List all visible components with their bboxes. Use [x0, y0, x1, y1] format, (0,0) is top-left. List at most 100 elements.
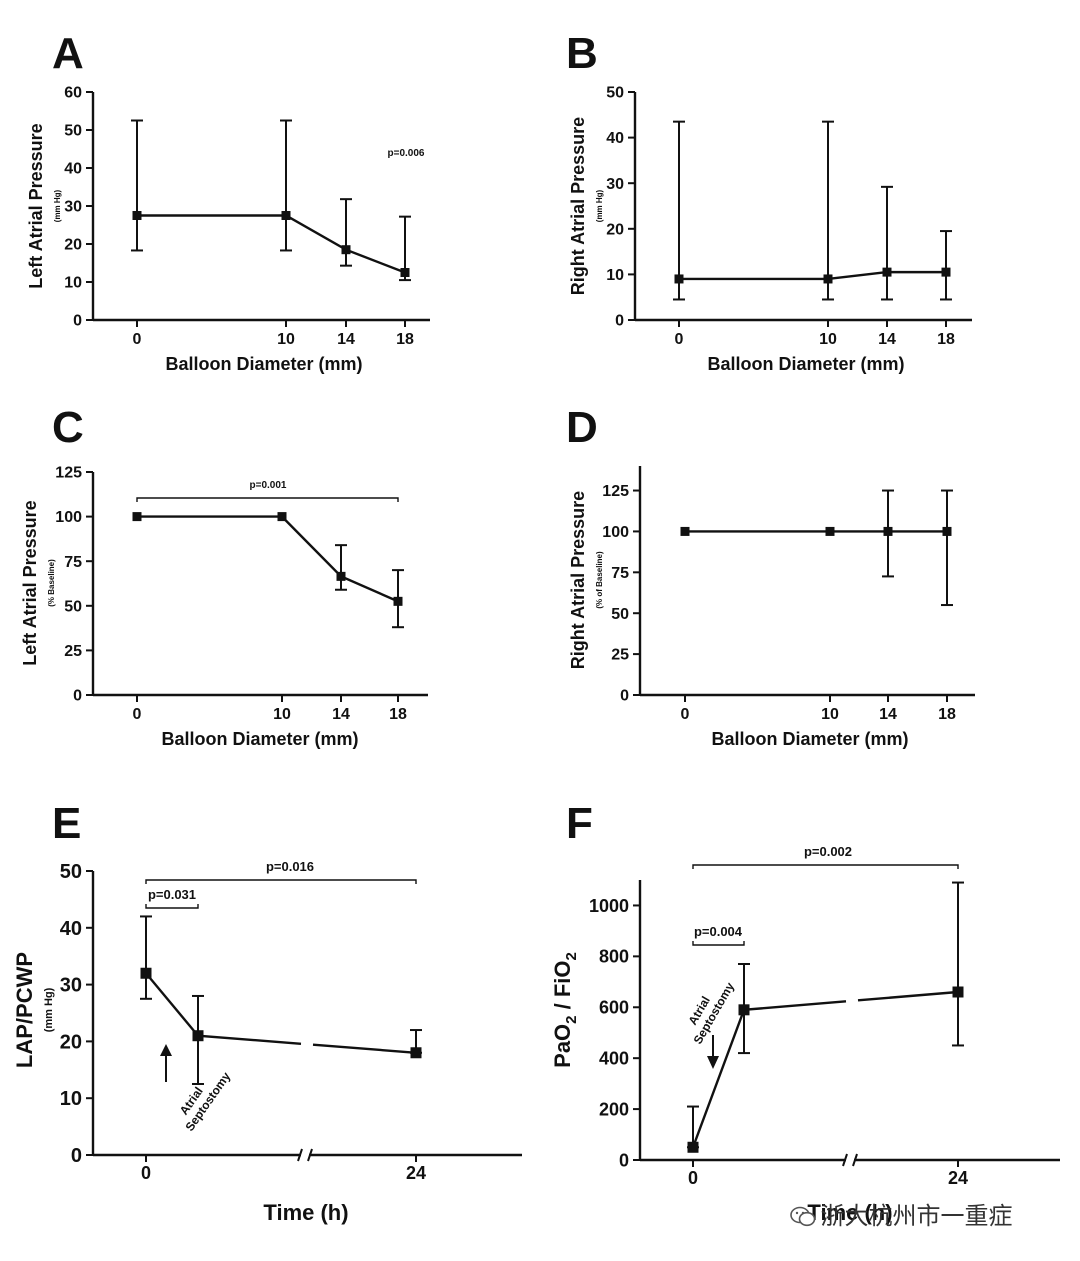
watermark-text: 浙大杭州市一重症 [820, 1202, 1013, 1230]
watermark: 浙大杭州市一重症 [790, 1196, 1012, 1231]
y-tick-label: 600 [599, 998, 629, 1018]
y-tick-label: 125 [602, 483, 629, 500]
y-axis-unit: (mm Hg) [43, 987, 55, 1032]
y-tick-label: 100 [602, 524, 629, 541]
x-axis-label: Time (h) [807, 1200, 892, 1225]
x-tick-label: 18 [938, 706, 956, 723]
y-axis-label: Right Atrial Pressure [568, 491, 588, 669]
x-tick-label: 0 [675, 331, 684, 348]
y-tick-label: 50 [64, 598, 82, 615]
y-tick-label: 0 [71, 1145, 82, 1167]
y-tick-label: 25 [64, 643, 82, 660]
x-tick-label: 18 [396, 331, 414, 348]
series-line [137, 515, 399, 603]
data-point [687, 1141, 699, 1153]
y-tick-label: 50 [64, 123, 82, 140]
data-point [823, 274, 833, 284]
data-point [192, 1030, 204, 1042]
panel-a: A 0 10 20 30 40 50 60 0 10 14 18 Balloon Diameter (m… [26, 29, 430, 374]
axis-break-mark [307, 1148, 313, 1162]
x-tick-label: 14 [337, 331, 355, 348]
y-tick-label: 100 [55, 509, 82, 526]
panel-c: C 0 25 50 75 100 125 0 10 14 18 Balloon Diameter (m… [20, 403, 428, 749]
p-value-label: p=0.002 [804, 844, 852, 859]
y-tick-label: 10 [606, 267, 624, 284]
x-tick-label: 10 [821, 706, 839, 723]
y-tick-label: 0 [73, 313, 82, 330]
y-tick-label: 50 [60, 861, 82, 883]
data-point [941, 267, 951, 277]
arrow-label: AtrialSeptostomy [678, 973, 737, 1047]
x-tick-label: 24 [406, 1163, 426, 1183]
y-axis-label: PaO2 / FiO2 [550, 952, 580, 1068]
x-tick-label: 18 [937, 331, 955, 348]
y-tick-label: 75 [611, 565, 629, 582]
data-point [680, 526, 690, 536]
y-tick-label: 0 [620, 688, 629, 705]
data-point [341, 245, 351, 255]
axis-break-mark [842, 1153, 848, 1167]
panel-letter: B [566, 29, 598, 78]
panel-letter: C [52, 403, 84, 452]
x-tick-label: 0 [133, 706, 142, 723]
y-tick-label: 125 [55, 465, 82, 482]
y-tick-label: 0 [73, 688, 82, 705]
x-tick-label: 10 [273, 706, 291, 723]
y-tick-label: 60 [64, 85, 82, 102]
y-tick-label: 50 [611, 606, 629, 623]
axis-break-mark [297, 1148, 303, 1162]
y-tick-label: 40 [64, 161, 82, 178]
y-tick-label: 400 [599, 1048, 629, 1068]
y-tick-label: 800 [599, 947, 629, 967]
data-point [400, 268, 410, 277]
panel-letter: A [52, 29, 84, 78]
x-axis-label: Balloon Diameter (mm) [707, 354, 904, 374]
panel-letter: E [52, 799, 81, 848]
y-tick-label: 30 [60, 975, 82, 997]
data-point [883, 526, 893, 536]
panel-letter: F [566, 799, 593, 848]
y-tick-label: 20 [64, 237, 82, 254]
significance-bracket [145, 904, 199, 909]
y-tick-label: 50 [606, 85, 624, 102]
y-axis-label: Left Atrial Pressure [20, 500, 40, 665]
x-tick-label: 18 [389, 706, 407, 723]
series-line [857, 990, 959, 1002]
data-point [336, 571, 346, 581]
y-tick-label: 10 [60, 1088, 82, 1110]
significance-bracket [145, 879, 417, 884]
y-tick-label: 0 [619, 1150, 629, 1170]
significance-bracket [692, 941, 745, 946]
x-tick-label: 14 [878, 331, 896, 348]
x-axis-label: Balloon Diameter (mm) [161, 729, 358, 749]
panel-letter: D [566, 403, 598, 452]
panel-f: F 0 200 400 600 800 1000 0 24 Time (h) PaO2 / FiO2… [550, 799, 1060, 1225]
significance-bracket [136, 497, 399, 502]
x-tick-label: 0 [681, 706, 690, 723]
significance-bracket [692, 864, 959, 869]
x-tick-label: 14 [332, 706, 350, 723]
data-point [132, 512, 142, 522]
series-line [145, 972, 302, 1045]
y-axis-unit: (% of Baseline) [595, 551, 604, 609]
arrow-down-icon [707, 1056, 719, 1069]
y-tick-label: 40 [60, 918, 82, 940]
data-point [825, 526, 835, 536]
arrow-label: AtrialSeptostomy [171, 1061, 234, 1134]
arrow-up-icon [160, 1044, 172, 1056]
x-tick-label: 14 [879, 706, 897, 723]
y-tick-label: 75 [64, 554, 82, 571]
series-line [312, 1043, 417, 1054]
x-tick-label: 0 [133, 331, 142, 348]
y-tick-label: 25 [611, 647, 629, 664]
data-point [140, 967, 152, 979]
y-tick-label: 30 [64, 199, 82, 216]
data-point [132, 211, 142, 220]
y-tick-label: 40 [606, 130, 624, 147]
panel-b: B 0 10 20 30 40 50 0 10 14 18 Balloon Diameter (mm)… [566, 29, 972, 374]
data-point [942, 526, 952, 536]
x-tick-label: 0 [688, 1168, 698, 1188]
x-tick-label: 24 [948, 1168, 968, 1188]
data-point [393, 596, 403, 606]
